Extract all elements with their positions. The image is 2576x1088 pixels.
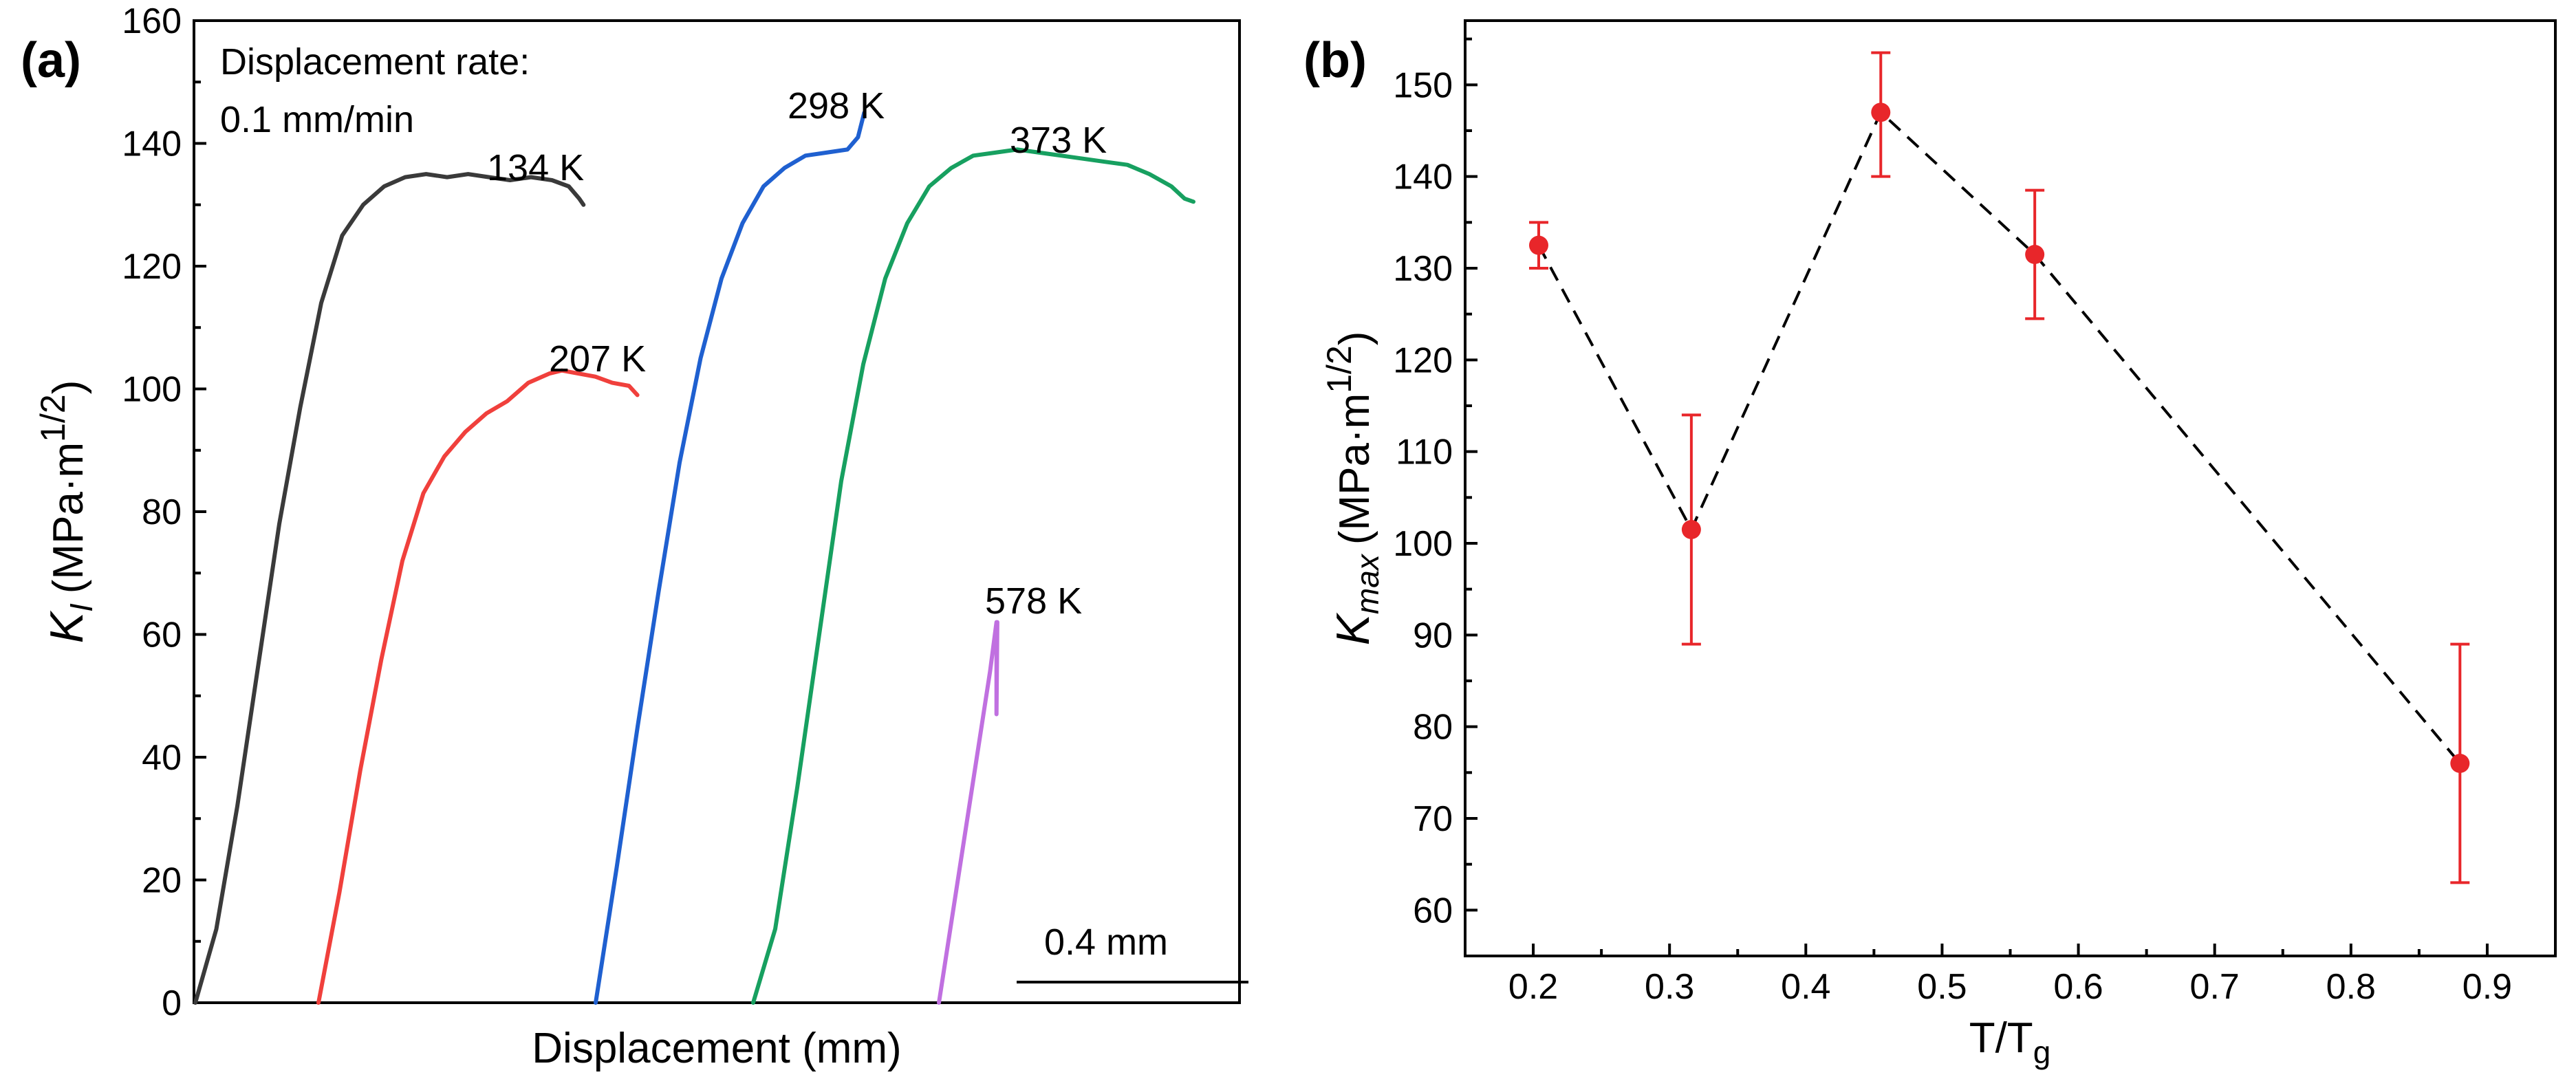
panel-a-y-ticks: 0 20 40 60 80 100 120 140 160 <box>122 1 206 1023</box>
panel-b-x-ticks: 0.2 0.3 0.4 0.5 0.6 0.7 0.8 0.9 <box>1508 944 2512 1007</box>
rate-annotation-line1: Displacement rate: <box>220 41 530 83</box>
panel-a-y-tick-label: 80 <box>142 492 182 532</box>
curve-373k <box>751 147 1195 1005</box>
y-label-b-units: (MPa·m <box>1331 393 1378 545</box>
panel-b-y-tick-label: 60 <box>1413 891 1453 931</box>
curve-label-207k: 207 K <box>549 338 646 380</box>
curve-label-578k: 578 K <box>985 580 1082 622</box>
data-point <box>2025 245 2045 264</box>
y-label-a-sub: I <box>63 603 99 612</box>
curve-label-134k: 134 K <box>487 147 584 188</box>
curve-label-298k: 298 K <box>788 85 885 127</box>
panel-b-data-points <box>1528 51 2470 884</box>
curve-207k <box>316 368 640 1005</box>
panel-b-y-ticks: 60 70 80 90 100 110 120 130 140 150 <box>1393 37 1478 931</box>
panel-b-x-tick-label: 0.2 <box>1508 967 1558 1007</box>
curve-134k <box>193 172 586 1005</box>
panel-a-y-tick-label: 120 <box>122 247 182 287</box>
x-label-b-sub: g <box>2033 1034 2051 1070</box>
panel-b-x-tick-label: 0.5 <box>1917 967 1967 1007</box>
panel-b-y-tick-label: 140 <box>1393 157 1453 197</box>
panel-b-x-tick-label: 0.9 <box>2463 967 2512 1007</box>
data-point <box>1681 520 1701 539</box>
panel-b-y-tick-label: 110 <box>1396 433 1453 472</box>
panel-a-label: (a) <box>21 33 81 88</box>
panel-b-kmax-vs-t: (b) 0.2 0.3 0.4 0.5 0.6 0.7 0.8 0.9 60 70 80 90 100… <box>1303 19 2557 1070</box>
panel-b-trend-line <box>1537 109 2461 765</box>
panel-a-y-tick-label: 40 <box>142 738 182 778</box>
panel-a-y-tick-label: 20 <box>142 861 182 901</box>
panel-b-plot-frame <box>1464 19 2557 957</box>
panel-b-x-tick-label: 0.4 <box>1781 967 1830 1007</box>
curve-298k <box>594 110 867 1005</box>
panel-b-y-tick-label: 150 <box>1393 65 1453 105</box>
y-label-b-sub: max <box>1350 553 1385 614</box>
panel-b-label: (b) <box>1303 33 1367 88</box>
panel-a-y-axis-label: KI (MPa·m1/2) <box>34 380 99 644</box>
y-label-a-close: ) <box>45 380 92 395</box>
y-label-b-exp: 1/2 <box>1320 345 1359 393</box>
panel-b-y-axis-label: Kmax (MPa·m1/2) <box>1320 331 1385 646</box>
panel-a-y-tick-label: 100 <box>122 370 182 410</box>
panel-a-curves <box>193 110 1195 1005</box>
y-label-b-k: K <box>1327 612 1379 645</box>
panel-a-kI-curves: (a) 0 20 40 60 80 100 120 140 160 134 K 207 K 298 … <box>21 1 1248 1072</box>
panel-b-x-tick-label: 0.8 <box>2326 967 2376 1007</box>
y-label-a-k: K <box>41 610 93 643</box>
y-label-a-units: (MPa·m <box>45 442 92 594</box>
panel-a-x-axis-label: Displacement (mm) <box>532 1025 901 1072</box>
data-point <box>1528 235 1548 255</box>
panel-a-y-tick-label: 140 <box>122 124 182 164</box>
data-point <box>1871 102 1891 122</box>
panel-b-x-axis-label: T/Tg <box>1969 1014 2051 1070</box>
scale-bar-label: 0.4 mm <box>1044 922 1168 963</box>
panel-b-x-tick-label: 0.7 <box>2190 967 2240 1007</box>
panel-a-y-tick-label: 0 <box>162 983 182 1023</box>
panel-b-y-tick-label: 120 <box>1393 340 1453 380</box>
panel-b-y-tick-label: 100 <box>1393 524 1453 564</box>
x-label-b-main: T/T <box>1969 1014 2033 1062</box>
panel-b-y-tick-label: 90 <box>1413 616 1453 655</box>
panel-b-y-tick-label: 70 <box>1413 799 1453 839</box>
panel-b-y-tick-label: 80 <box>1413 708 1453 748</box>
curve-578k <box>937 620 999 1005</box>
panel-a-plot-frame <box>193 19 1241 1004</box>
panel-a-y-tick-label: 60 <box>142 616 182 655</box>
panel-b-y-tick-label: 130 <box>1393 249 1453 289</box>
curve-label-373k: 373 K <box>1010 120 1107 161</box>
y-label-a-exp: 1/2 <box>34 394 72 442</box>
panel-b-x-tick-label: 0.3 <box>1645 967 1694 1007</box>
data-point <box>2450 754 2470 773</box>
panel-b-x-tick-label: 0.6 <box>2053 967 2103 1007</box>
panel-a-y-tick-label: 160 <box>122 1 182 41</box>
y-label-b-close: ) <box>1331 331 1378 346</box>
panel-a-curve-labels: 134 K 207 K 298 K 373 K 578 K <box>487 85 1107 622</box>
rate-annotation-line2: 0.1 mm/min <box>220 99 414 140</box>
